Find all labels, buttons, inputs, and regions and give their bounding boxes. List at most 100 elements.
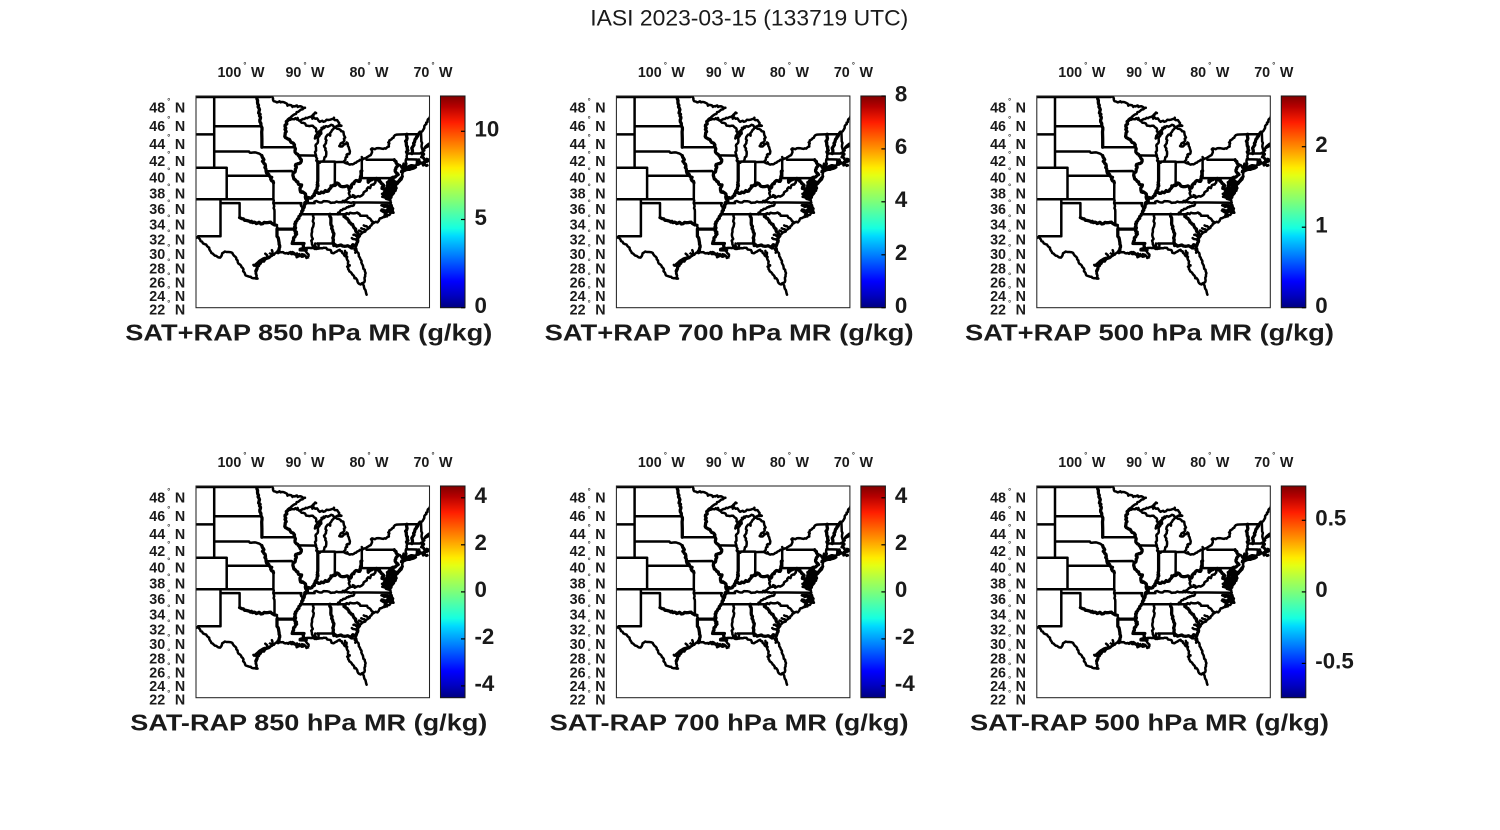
svg-text:26°N: 26 ° N [990, 661, 1026, 681]
svg-text:44°N: 44 ° N [570, 132, 606, 152]
svg-text:1: 1 [1315, 213, 1327, 238]
svg-text:42°N: 42 ° N [570, 540, 606, 560]
svg-text:70°W: 70 ° W [834, 60, 874, 80]
svg-text:0: 0 [1315, 577, 1327, 602]
svg-text:28°N: 28 ° N [149, 647, 185, 667]
svg-text:70°W: 70 ° W [413, 60, 453, 80]
svg-text:40°N: 40 ° N [990, 166, 1026, 186]
svg-text:22°N: 22 ° N [570, 688, 606, 708]
svg-text:90°W: 90 ° W [285, 60, 325, 80]
svg-text:32°N: 32 ° N [570, 228, 606, 248]
svg-text:36°N: 36 ° N [149, 588, 185, 608]
svg-text:70°W: 70 ° W [1254, 60, 1294, 80]
svg-text:48°N: 48 ° N [570, 486, 606, 506]
svg-text:46°N: 46 ° N [570, 115, 606, 135]
svg-text:30°N: 30 ° N [990, 633, 1026, 653]
svg-text:2: 2 [895, 240, 907, 265]
svg-text:80°W: 80 ° W [770, 60, 810, 80]
svg-text:22°N: 22 ° N [990, 298, 1026, 318]
svg-text:0: 0 [475, 577, 487, 602]
svg-text:46°N: 46 ° N [990, 505, 1026, 525]
svg-text:40°N: 40 ° N [570, 166, 606, 186]
svg-text:36°N: 36 ° N [990, 588, 1026, 608]
svg-text:SAT-RAP 850 hPa MR (g/kg): SAT-RAP 850 hPa MR (g/kg) [130, 709, 487, 735]
svg-text:48°N: 48 ° N [990, 96, 1026, 116]
svg-text:46°N: 46 ° N [149, 115, 185, 135]
svg-text:90°W: 90 ° W [706, 60, 746, 80]
svg-text:SAT-RAP 500 hPa MR (g/kg): SAT-RAP 500 hPa MR (g/kg) [970, 709, 1329, 735]
svg-text:10: 10 [475, 117, 500, 142]
svg-text:34°N: 34 ° N [149, 213, 185, 233]
svg-text:22°N: 22 ° N [990, 688, 1026, 708]
svg-text:90°W: 90 ° W [706, 450, 746, 470]
svg-text:48°N: 48 ° N [990, 486, 1026, 506]
svg-text:42°N: 42 ° N [149, 540, 185, 560]
svg-text:30°N: 30 ° N [570, 243, 606, 263]
svg-text:28°N: 28 ° N [570, 257, 606, 277]
svg-text:0.5: 0.5 [1315, 506, 1346, 531]
svg-text:32°N: 32 ° N [990, 618, 1026, 638]
svg-text:2: 2 [895, 530, 907, 555]
svg-text:44°N: 44 ° N [990, 132, 1026, 152]
svg-text:40°N: 40 ° N [990, 556, 1026, 576]
svg-text:22°N: 22 ° N [149, 688, 185, 708]
svg-text:48°N: 48 ° N [570, 96, 606, 116]
svg-text:24°N: 24 ° N [570, 285, 606, 305]
svg-text:46°N: 46 ° N [570, 505, 606, 525]
svg-text:44°N: 44 ° N [149, 522, 185, 542]
svg-text:38°N: 38 ° N [990, 182, 1026, 202]
svg-text:24°N: 24 ° N [570, 675, 606, 695]
svg-text:SAT+RAP 700 hPa MR (g/kg): SAT+RAP 700 hPa MR (g/kg) [545, 319, 914, 345]
svg-text:38°N: 38 ° N [570, 572, 606, 592]
svg-text:80°W: 80 ° W [349, 450, 389, 470]
svg-text:SAT-RAP 700 hPa MR (g/kg): SAT-RAP 700 hPa MR (g/kg) [550, 709, 909, 735]
svg-text:30°N: 30 ° N [149, 243, 185, 263]
svg-text:70°W: 70 ° W [834, 450, 874, 470]
svg-text:38°N: 38 ° N [570, 182, 606, 202]
svg-text:0: 0 [895, 577, 907, 602]
svg-text:30°N: 30 ° N [149, 633, 185, 653]
svg-text:5: 5 [475, 205, 487, 230]
svg-text:44°N: 44 ° N [990, 522, 1026, 542]
svg-text:0: 0 [895, 293, 907, 318]
svg-text:24°N: 24 ° N [990, 675, 1026, 695]
svg-text:2: 2 [475, 530, 487, 555]
svg-text:100°W: 100 ° W [638, 450, 686, 470]
svg-text:32°N: 32 ° N [990, 228, 1026, 248]
svg-text:36°N: 36 ° N [990, 198, 1026, 218]
svg-text:SAT+RAP 850 hPa MR (g/kg): SAT+RAP 850 hPa MR (g/kg) [125, 319, 492, 345]
svg-text:26°N: 26 ° N [570, 661, 606, 681]
svg-text:30°N: 30 ° N [990, 243, 1026, 263]
svg-text:24°N: 24 ° N [990, 285, 1026, 305]
svg-text:32°N: 32 ° N [149, 228, 185, 248]
svg-text:26°N: 26 ° N [149, 271, 185, 291]
svg-text:40°N: 40 ° N [149, 556, 185, 576]
svg-text:22°N: 22 ° N [570, 298, 606, 318]
svg-text:100°W: 100 ° W [217, 60, 265, 80]
svg-text:26°N: 26 ° N [990, 271, 1026, 291]
svg-text:44°N: 44 ° N [149, 132, 185, 152]
svg-text:42°N: 42 ° N [990, 540, 1026, 560]
svg-text:34°N: 34 ° N [570, 603, 606, 623]
svg-text:-0.5: -0.5 [1315, 649, 1353, 674]
svg-text:-2: -2 [475, 624, 495, 649]
svg-text:30°N: 30 ° N [570, 633, 606, 653]
svg-text:38°N: 38 ° N [149, 182, 185, 202]
svg-text:28°N: 28 ° N [570, 647, 606, 667]
svg-text:28°N: 28 ° N [990, 257, 1026, 277]
svg-text:38°N: 38 ° N [990, 572, 1026, 592]
svg-text:36°N: 36 ° N [570, 198, 606, 218]
svg-text:40°N: 40 ° N [149, 166, 185, 186]
svg-text:42°N: 42 ° N [149, 150, 185, 170]
svg-text:-2: -2 [895, 624, 915, 649]
svg-text:6: 6 [895, 134, 907, 159]
svg-text:38°N: 38 ° N [149, 572, 185, 592]
svg-text:2: 2 [1315, 132, 1327, 157]
svg-text:70°W: 70 ° W [413, 450, 453, 470]
svg-text:8: 8 [895, 81, 907, 106]
svg-text:0: 0 [1315, 293, 1327, 318]
svg-text:34°N: 34 ° N [990, 213, 1026, 233]
svg-text:36°N: 36 ° N [570, 588, 606, 608]
svg-text:70°W: 70 ° W [1254, 450, 1294, 470]
svg-text:4: 4 [895, 483, 908, 508]
